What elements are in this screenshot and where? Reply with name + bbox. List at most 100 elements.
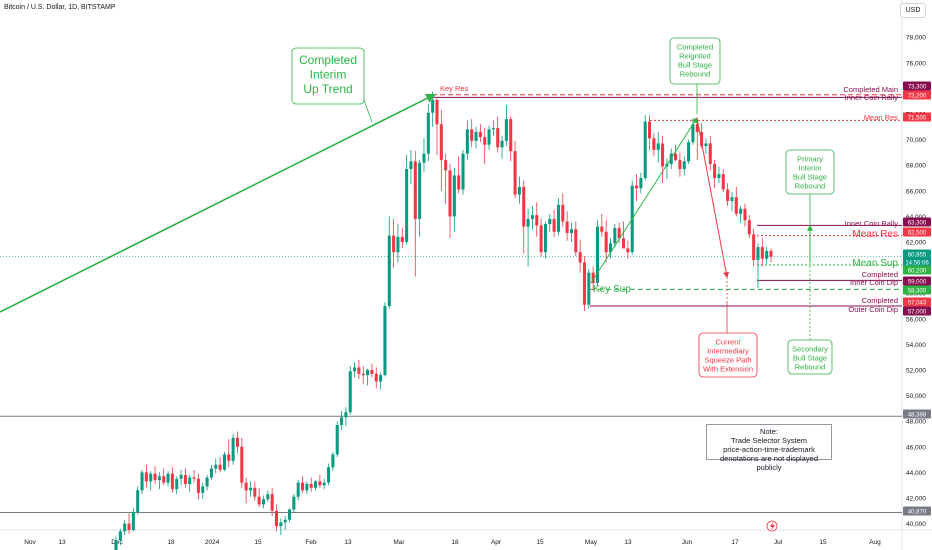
- candle-body: [353, 367, 357, 372]
- candle-body: [756, 247, 760, 260]
- price-tag: [903, 297, 931, 307]
- candle-body: [635, 185, 639, 189]
- candle-body: [396, 236, 400, 253]
- candle-body: [131, 512, 135, 530]
- callout-tail: [363, 99, 373, 123]
- squeeze-path-arrow: [696, 117, 730, 279]
- candle-body: [196, 478, 200, 493]
- callout-text: Interim: [799, 164, 822, 173]
- callout-text: Secondary: [792, 345, 828, 354]
- price-tag-label: 48,388: [908, 413, 927, 419]
- candle-body: [661, 143, 665, 167]
- y-tick-label: 68,000: [906, 163, 926, 170]
- price-tag-label: 71,500: [908, 116, 927, 122]
- callout-text: Rebound: [795, 182, 825, 191]
- candle-body: [379, 375, 383, 382]
- price-tag-label: 14:56:06: [905, 261, 929, 267]
- level-label: Completed Main: [843, 85, 898, 94]
- candle-body: [548, 218, 552, 225]
- candle-body: [626, 248, 630, 253]
- candle-body: [218, 464, 222, 470]
- candle-body: [652, 138, 656, 150]
- x-tick-label: Aug: [869, 539, 881, 546]
- candle-body: [478, 131, 482, 138]
- lightning-icon: [770, 522, 775, 531]
- y-tick-label: 62,000: [906, 240, 926, 247]
- candle-body: [301, 482, 305, 491]
- price-tag-label: 57,043: [908, 301, 927, 307]
- reignited-rebound-line: [590, 116, 698, 284]
- candle-body: [192, 477, 196, 479]
- candle-body: [621, 238, 626, 249]
- x-tick-label: Feb: [305, 539, 317, 546]
- candle-body: [309, 483, 313, 488]
- candle-body: [535, 215, 539, 226]
- x-tick-label: 15: [819, 539, 827, 546]
- y-tick-label: 64,000: [906, 214, 926, 221]
- level-label: Inner Coin Dip: [850, 278, 898, 287]
- x-tick-label: Jul: [774, 539, 783, 546]
- candle-body: [292, 496, 296, 510]
- x-tick-label: 15: [254, 539, 262, 546]
- candle-body: [344, 412, 348, 418]
- candle-body: [530, 215, 534, 219]
- candle-body: [765, 250, 769, 259]
- x-tick-label: 2024: [205, 539, 220, 546]
- candle-body: [422, 153, 426, 163]
- candle-body: [179, 474, 183, 479]
- callout-text: Current: [715, 338, 741, 347]
- candle-body: [227, 454, 231, 461]
- level-label: Inner Coin Rally: [845, 93, 899, 102]
- callout-text: Up Trend: [303, 82, 352, 96]
- currency-button[interactable]: USD: [900, 3, 926, 18]
- candle-body: [769, 250, 773, 257]
- candle-body: [335, 425, 339, 455]
- level-label: Mean Sup: [852, 258, 898, 269]
- candle-body: [678, 160, 682, 170]
- candle-body: [170, 473, 174, 490]
- candle-body: [474, 131, 478, 141]
- candle-body: [413, 161, 417, 219]
- candle-body: [287, 509, 292, 520]
- candle-body: [704, 143, 708, 146]
- x-tick-label: 13: [344, 539, 352, 546]
- candle-body: [392, 235, 396, 253]
- interim-uptrend-line: [0, 93, 436, 313]
- callout-box: [698, 332, 758, 378]
- candle-body: [153, 473, 157, 481]
- candle-body: [639, 178, 643, 189]
- candle-body: [431, 99, 435, 113]
- candle-body: [235, 437, 239, 447]
- candle-body: [613, 227, 617, 244]
- candle-body: [418, 162, 422, 219]
- candle-body: [144, 472, 148, 482]
- candle-body: [608, 243, 613, 253]
- price-tag: [903, 257, 931, 267]
- candle-body: [444, 160, 448, 171]
- candle-body: [687, 142, 691, 162]
- note-line-3: price-action-time-trademark: [723, 445, 815, 454]
- candle-body: [166, 473, 170, 483]
- candle-body: [457, 175, 461, 190]
- note-box: Note: Trade Selector System price-action…: [706, 424, 832, 472]
- candle-body: [730, 197, 734, 202]
- callout-text: Reignited: [679, 52, 711, 61]
- callout-text: Rebound: [680, 70, 710, 79]
- candle-body: [752, 234, 756, 260]
- candle-body: [617, 227, 621, 239]
- candle-body: [543, 224, 547, 253]
- price-tag: [903, 285, 931, 295]
- candle-body: [760, 247, 764, 259]
- note-line-2: Trade Selector System: [731, 436, 807, 445]
- price-tag-label: 60,200: [908, 269, 927, 275]
- candle-body: [513, 151, 517, 195]
- level-label: Completed: [862, 270, 898, 279]
- candle-body: [435, 99, 439, 125]
- price-tag: [903, 276, 931, 286]
- candle-body: [327, 467, 331, 483]
